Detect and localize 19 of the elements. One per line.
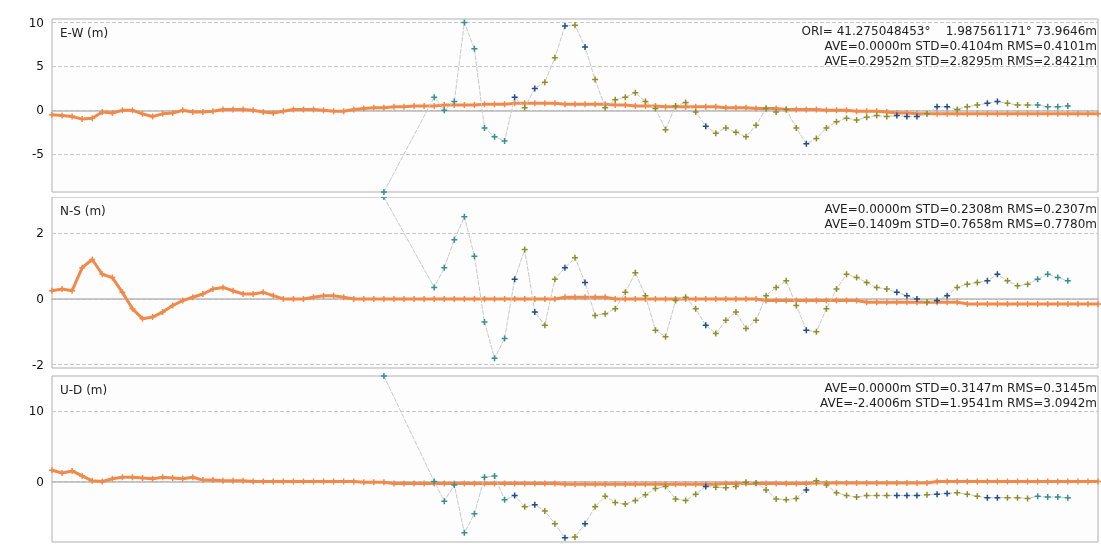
- y-axis-title: N-S (m): [60, 204, 106, 218]
- annotation: AVE=0.0000m STD=0.3147m RMS=0.3145m: [824, 381, 1098, 395]
- y-tick-label: 2: [36, 226, 44, 241]
- y-axis-title: E-W (m): [60, 26, 109, 40]
- annotation: AVE=0.1409m STD=0.7658m RMS=0.7780m: [824, 217, 1098, 231]
- y-tick-label: -2: [32, 357, 44, 372]
- y-tick-label: 0: [36, 474, 44, 489]
- y-tick-label: 5: [36, 59, 44, 74]
- annotation: AVE=-2.4006m STD=1.9541m RMS=3.0942m: [820, 396, 1098, 410]
- y-axis-title: U-D (m): [60, 383, 108, 397]
- y-tick-label: 10: [28, 404, 44, 419]
- y-tick-label: 10: [28, 15, 44, 30]
- annotation: AVE=0.0000m STD=0.4104m RMS=0.4101m: [824, 39, 1098, 53]
- annotation: ORI= 41.275048453° 1.987561171° 73.9646m: [801, 24, 1098, 38]
- y-tick-label: -5: [32, 147, 44, 162]
- annotation: AVE=0.2952m STD=2.8295m RMS=2.8421m: [824, 54, 1098, 68]
- y-tick-label: 0: [36, 103, 44, 118]
- y-tick-label: 0: [36, 291, 44, 306]
- annotation: AVE=0.0000m STD=0.2308m RMS=0.2307m: [824, 202, 1098, 216]
